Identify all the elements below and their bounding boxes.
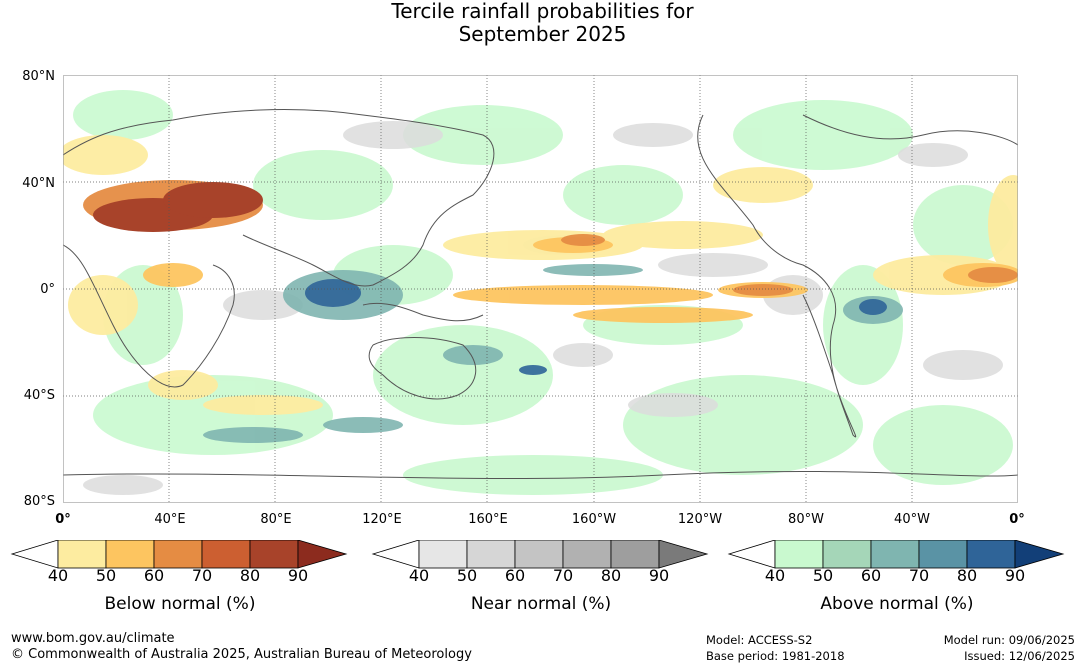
colorbar-segment xyxy=(918,540,968,569)
map-frame xyxy=(63,75,1018,503)
colorbar-segment xyxy=(201,540,251,569)
above-normal-strong-areas xyxy=(305,279,887,375)
colorbar-segment xyxy=(57,540,107,569)
legend-title: Above normal (%) xyxy=(820,594,974,614)
colorbar-segment xyxy=(610,540,660,569)
coastlines xyxy=(63,109,1018,480)
lon-label-40w: 40°W xyxy=(894,512,930,527)
colorbar-segment xyxy=(418,540,468,569)
legend-tick: 60 xyxy=(860,566,882,585)
lat-label-40s: 40°S xyxy=(23,388,55,403)
title-line-2: September 2025 xyxy=(458,22,627,46)
lon-label-0: 0° xyxy=(55,512,71,527)
legend-tick: 70 xyxy=(191,566,213,585)
lat-label-80n: 80°N xyxy=(22,69,55,84)
legend-near-normal: 40 50 60 70 80 90 Near normal (%) xyxy=(371,540,711,620)
lon-label-80e: 80°E xyxy=(260,512,292,527)
legend-tick: 80 xyxy=(600,566,622,585)
colorbar-segment xyxy=(774,540,824,569)
legend-tick: 50 xyxy=(812,566,834,585)
legend-tick: 90 xyxy=(287,566,309,585)
colorbar-near-normal xyxy=(371,540,709,569)
colorbar-right-arrow xyxy=(1014,540,1065,569)
legend-tick: 60 xyxy=(143,566,165,585)
colorbar-segment xyxy=(514,540,564,569)
colorbar-above-normal xyxy=(727,540,1065,569)
map-svg xyxy=(63,75,1018,503)
colorbar-right-arrow xyxy=(658,540,709,569)
model-name: Model: ACCESS-S2 xyxy=(706,633,813,647)
website-link[interactable]: www.bom.gov.au/climate xyxy=(11,631,175,646)
legend-title: Below normal (%) xyxy=(104,594,256,614)
title-line-1: Tercile rainfall probabilities for xyxy=(391,0,694,23)
legend-below-normal: 40 50 60 70 80 90 Below normal (%) xyxy=(10,540,350,620)
chart-title: Tercile rainfall probabilities for Septe… xyxy=(0,0,1085,46)
lon-label-80w: 80°W xyxy=(788,512,824,527)
legend-tick: 40 xyxy=(764,566,786,585)
lon-label-120e: 120°E xyxy=(362,512,402,527)
graticule xyxy=(63,75,1018,503)
colorbar-segment xyxy=(249,540,299,569)
colorbar-segment xyxy=(822,540,872,569)
probability-map xyxy=(63,75,1018,503)
legend-tick: 70 xyxy=(552,566,574,585)
lon-label-40e: 40°E xyxy=(154,512,186,527)
colorbar-segment xyxy=(966,540,1016,569)
legend-above-normal: 40 50 60 70 80 90 Above normal (%) xyxy=(727,540,1067,620)
legend-title: Near normal (%) xyxy=(470,594,612,614)
legend-tick: 40 xyxy=(47,566,69,585)
below-normal-very-strong-areas xyxy=(93,182,263,232)
legend-tick: 80 xyxy=(956,566,978,585)
legend-tick: 40 xyxy=(408,566,430,585)
lon-label-160w: 160°W xyxy=(571,512,617,527)
base-period: Base period: 1981-2018 xyxy=(706,649,845,663)
copyright-text: © Commonwealth of Australia 2025, Austra… xyxy=(11,647,472,662)
legend-tick: 60 xyxy=(504,566,526,585)
lat-label-40n: 40°N xyxy=(22,176,55,191)
model-run-date: Model run: 09/06/2025 xyxy=(943,633,1075,647)
legend-tick: 50 xyxy=(95,566,117,585)
lat-label-equator: 0° xyxy=(40,282,55,297)
legend-tick: 50 xyxy=(456,566,478,585)
colorbar-right-arrow xyxy=(297,540,348,569)
colorbar-segment xyxy=(153,540,203,569)
colorbar-below-normal xyxy=(10,540,348,569)
lat-label-80s: 80°S xyxy=(23,494,55,509)
colorbar-left-arrow xyxy=(10,540,59,569)
lon-label-120w: 120°W xyxy=(677,512,723,527)
lon-label-0-east: 0° xyxy=(1009,512,1025,527)
legend-tick: 90 xyxy=(1004,566,1026,585)
lon-label-160e: 160°E xyxy=(468,512,508,527)
colorbar-segment xyxy=(562,540,612,569)
above-normal-light-areas xyxy=(73,90,1013,495)
colorbar-segment xyxy=(466,540,516,569)
issued-date: Issued: 12/06/2025 xyxy=(964,649,1075,663)
colorbar-left-arrow xyxy=(727,540,776,569)
legend-tick: 90 xyxy=(648,566,670,585)
colorbar-segment xyxy=(870,540,920,569)
colorbar-left-arrow xyxy=(371,540,420,569)
legend-tick: 70 xyxy=(908,566,930,585)
legend-tick: 80 xyxy=(239,566,261,585)
colorbar-segment xyxy=(105,540,155,569)
